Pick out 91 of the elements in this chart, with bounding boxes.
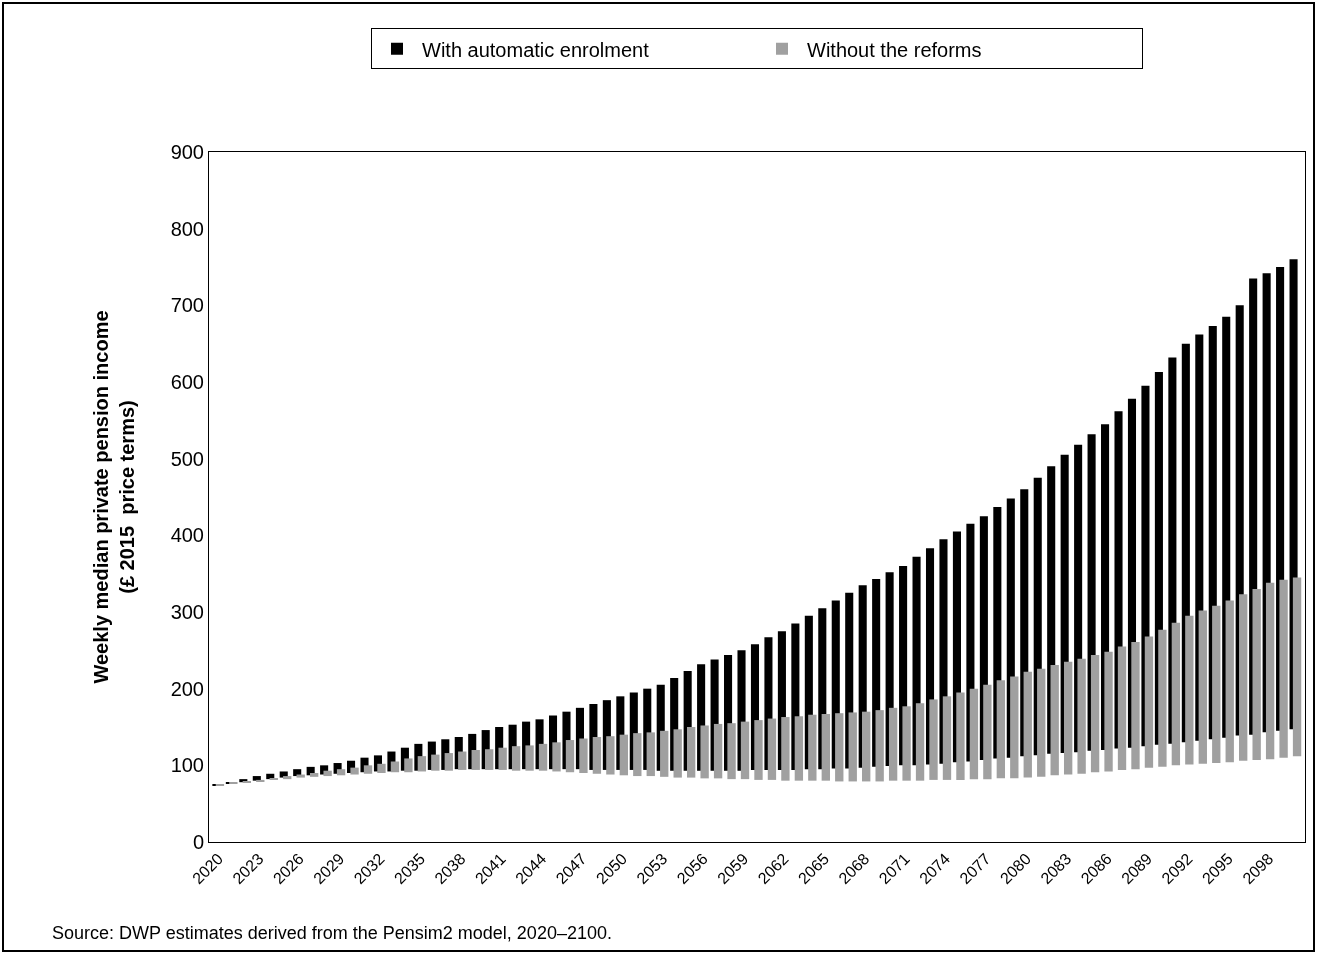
bar — [929, 699, 938, 780]
bar — [727, 723, 736, 780]
bar — [686, 727, 696, 778]
bar — [1292, 577, 1302, 757]
y-tick-label: 100 — [170, 754, 204, 777]
bar — [350, 767, 359, 775]
bar — [1144, 636, 1154, 768]
bar — [673, 729, 682, 778]
bar — [1265, 582, 1275, 760]
bar — [538, 743, 548, 771]
bar — [633, 733, 642, 777]
bar — [767, 718, 777, 780]
bar — [471, 750, 480, 770]
y-tick-label: 0 — [192, 831, 204, 853]
bar — [660, 730, 669, 777]
bar — [1212, 605, 1221, 764]
bar — [1239, 594, 1248, 761]
bar — [942, 696, 952, 780]
bar — [498, 747, 507, 770]
y-tick-label: 600 — [170, 371, 204, 393]
y-tick-label: 500 — [170, 447, 204, 470]
bar — [1104, 651, 1113, 772]
bar — [956, 692, 965, 780]
y-tick-label: 200 — [170, 677, 204, 700]
source-note: Source: DWP estimates derived from the Pensim2 model, 2020–2100. — [52, 923, 612, 943]
bar — [754, 720, 763, 780]
legend-label: Without the reforms — [807, 38, 982, 61]
bar — [404, 758, 413, 773]
bar — [915, 703, 925, 781]
bar — [511, 746, 521, 771]
bar — [794, 716, 804, 781]
bar — [808, 714, 817, 781]
bar — [1225, 600, 1234, 763]
bar — [431, 754, 440, 771]
bar — [848, 712, 857, 782]
bar — [700, 725, 709, 779]
bar — [565, 740, 575, 773]
bar — [283, 776, 292, 780]
bar — [336, 769, 346, 776]
bar — [821, 713, 830, 781]
bar — [1198, 610, 1207, 764]
bar — [444, 753, 453, 771]
y-axis-title: Weekly median private pension income (£ 2015 price terms) — [90, 310, 139, 684]
bar — [296, 774, 305, 778]
bar — [1158, 629, 1167, 767]
bar — [606, 736, 615, 775]
bar — [485, 749, 494, 770]
bar — [363, 765, 373, 774]
bar — [1050, 664, 1059, 776]
bar — [1090, 654, 1100, 773]
bar — [888, 707, 898, 781]
bar — [1185, 615, 1194, 765]
bar — [1117, 646, 1127, 770]
y-tick-label: 300 — [170, 601, 204, 623]
bar — [458, 751, 467, 770]
bar — [1171, 622, 1181, 766]
bar — [525, 745, 534, 771]
bar — [781, 717, 790, 781]
bar — [646, 732, 655, 777]
bar — [1037, 668, 1046, 777]
bar — [293, 769, 302, 777]
bar — [862, 711, 871, 782]
bar — [969, 688, 979, 780]
bar — [996, 680, 1006, 779]
y-tick-label: 400 — [170, 524, 204, 547]
bar — [323, 770, 332, 777]
bar — [377, 763, 386, 773]
bar — [740, 721, 750, 780]
bar — [417, 756, 427, 772]
legend-label: With automatic enrolment — [422, 38, 650, 61]
bar — [592, 736, 602, 774]
bar — [1252, 589, 1261, 760]
bar — [1077, 658, 1086, 774]
bar — [875, 710, 884, 782]
y-tick-label: 900 — [170, 141, 204, 163]
bar — [1131, 641, 1140, 770]
bar — [1279, 579, 1288, 758]
bar — [902, 706, 911, 781]
bar — [713, 723, 723, 779]
bar — [252, 776, 261, 781]
y-tick-label: 800 — [170, 217, 204, 240]
bar — [983, 684, 992, 780]
bar — [835, 713, 844, 782]
bar — [1010, 676, 1019, 779]
bar — [309, 773, 319, 777]
bar — [619, 734, 629, 776]
bar — [1023, 671, 1032, 778]
bar — [552, 742, 561, 772]
bar — [1063, 661, 1073, 775]
bar — [579, 738, 588, 773]
y-tick-label: 700 — [170, 294, 204, 317]
